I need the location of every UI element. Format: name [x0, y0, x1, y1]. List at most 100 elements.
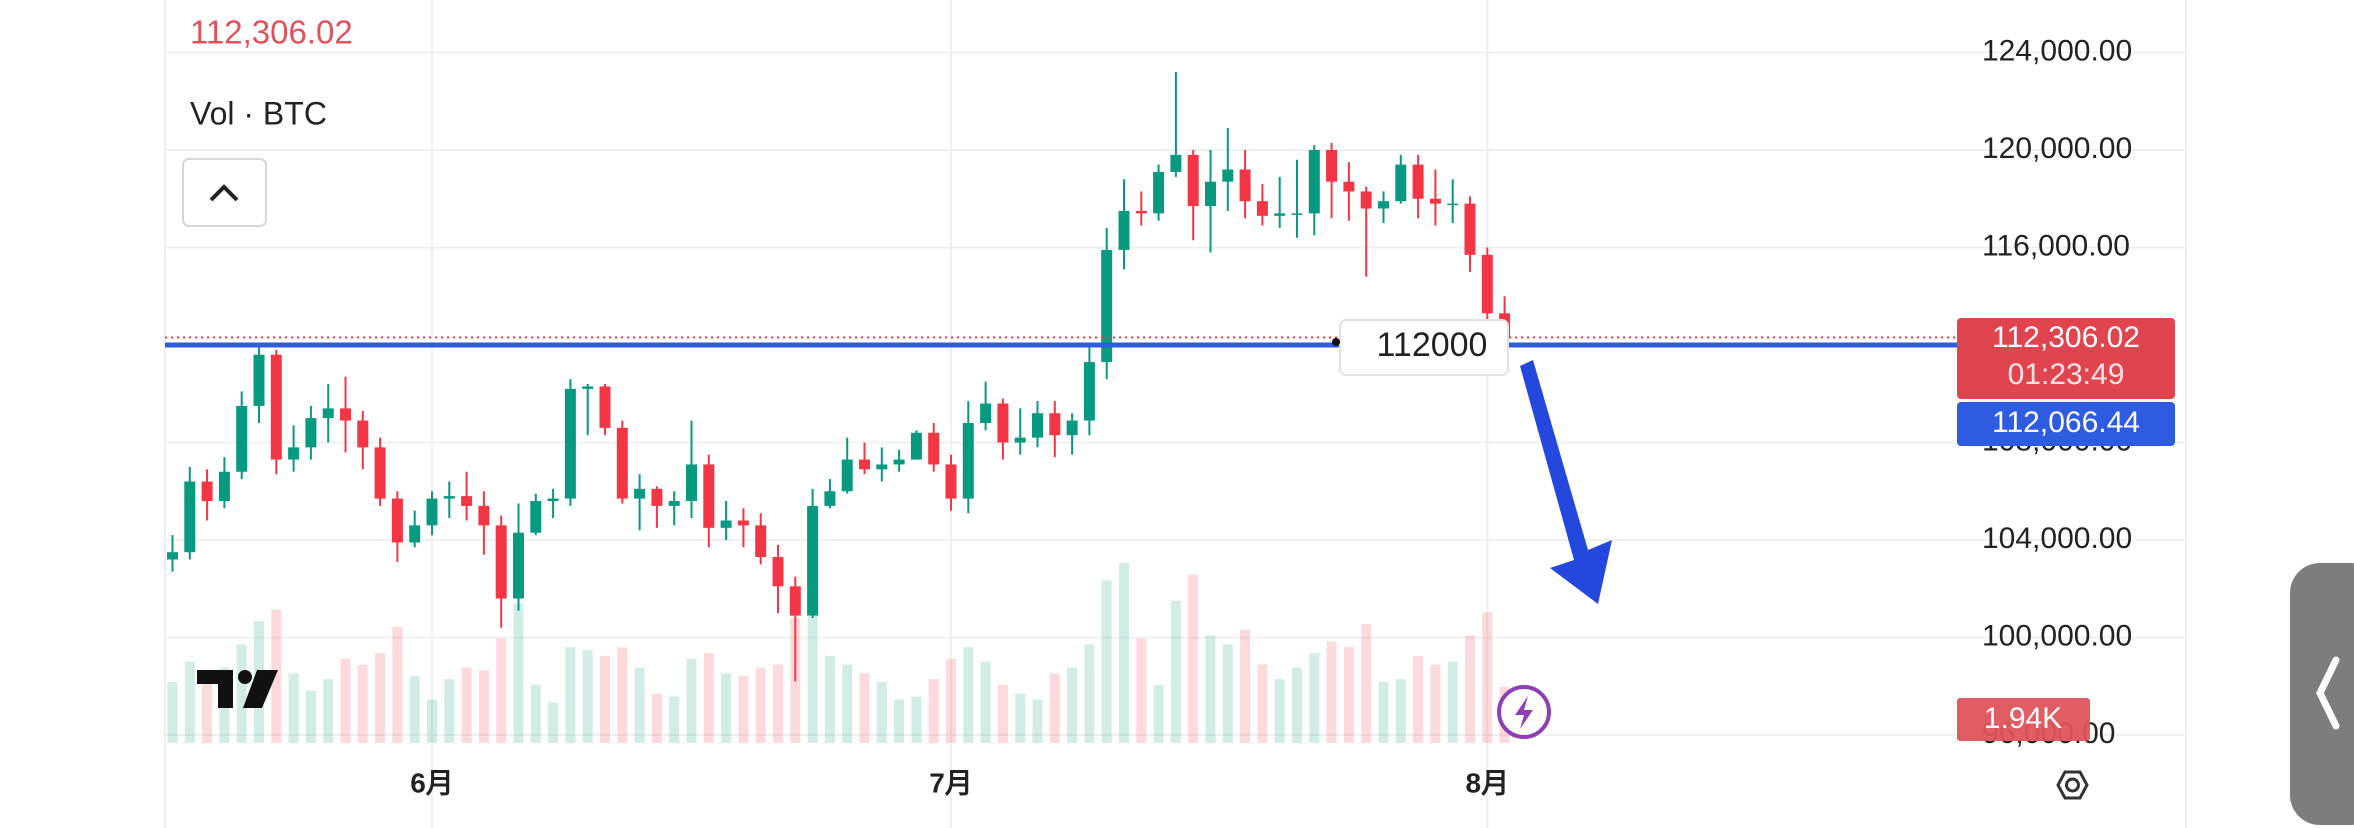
last-price-tag-label: 112,306.02: [1992, 321, 2140, 354]
volume-bar: [565, 647, 576, 743]
candle-body: [980, 403, 992, 424]
chevron-up-icon: [209, 184, 239, 202]
candle-body: [1378, 201, 1389, 209]
candle-body: [737, 520, 749, 526]
candle-body: [1014, 437, 1026, 443]
candle-body: [1222, 169, 1234, 182]
volume-bar: [807, 592, 818, 743]
volume-bar: [1205, 635, 1216, 743]
candle-body: [703, 464, 715, 528]
settings-button[interactable]: [2056, 770, 2089, 800]
overlay-layer: 96,000.00100,000.00104,000.00108,000.001…: [165, 34, 2175, 798]
volume-bar: [703, 653, 714, 743]
volume-bar: [1136, 638, 1147, 743]
volume-bar: [392, 626, 403, 743]
volume-bar: [1361, 623, 1372, 743]
candle-body: [461, 496, 473, 506]
volume-bar: [288, 673, 299, 743]
candle-body: [322, 408, 334, 419]
candle-body: [253, 354, 265, 406]
volume-bar: [530, 684, 541, 743]
logo-part: [197, 670, 233, 708]
candle-body: [1135, 210, 1147, 214]
volume-bar: [946, 658, 956, 743]
volume-bar: [617, 647, 628, 743]
volume-bar: [461, 667, 472, 743]
line-price-tag: [1957, 402, 2175, 446]
volume-bar: [1119, 563, 1129, 743]
volume-bar: [842, 664, 853, 743]
candle-body: [789, 586, 801, 616]
line-anchor-dot: [1332, 338, 1340, 347]
candle-body: [755, 525, 767, 558]
candle-body: [409, 525, 421, 543]
candle-body: [824, 491, 836, 506]
volume-bar: [1465, 635, 1475, 743]
candle-body: [1083, 362, 1095, 421]
volume-bar: [686, 658, 697, 743]
candle-body: [236, 405, 248, 472]
candle-body: [184, 481, 196, 553]
volume-bar: [1049, 673, 1060, 743]
side-panel-handle[interactable]: [2290, 563, 2354, 825]
candle-body: [1429, 198, 1441, 204]
candle-body: [841, 459, 853, 492]
candle-body: [564, 388, 576, 499]
volume-bar: [980, 661, 991, 743]
candle-body: [1205, 181, 1216, 207]
volume-tag: [1957, 698, 2090, 741]
candle-body: [1447, 203, 1459, 206]
countdown-label: 01:23:49: [2008, 358, 2125, 391]
candle-body: [1239, 169, 1251, 202]
hexagon-icon[interactable]: [2056, 770, 2089, 800]
volume-bar: [1482, 612, 1493, 743]
candle-body: [1170, 154, 1182, 172]
candle-body: [859, 459, 870, 470]
volume-bar: [963, 647, 974, 743]
arrow-annotation: [1520, 360, 1612, 604]
tradingview-logo: [197, 670, 278, 708]
volume-bar: [1326, 641, 1337, 743]
volume-bar: [651, 693, 662, 743]
button-box[interactable]: [182, 158, 267, 227]
candle-body: [1308, 150, 1320, 214]
collapse-button[interactable]: [182, 158, 267, 227]
volume-bar: [184, 661, 195, 743]
candle-body: [495, 525, 507, 599]
last-price-tag: [1957, 318, 2175, 399]
grid: [165, 0, 2186, 828]
candle-body: [651, 488, 663, 506]
candle-body: [807, 505, 819, 616]
candle-body: [1274, 213, 1286, 216]
candle-body: [1101, 249, 1113, 363]
candle-body: [1395, 164, 1407, 202]
volume-bar: [1153, 684, 1164, 743]
volume-bar: [1395, 679, 1406, 743]
candle-body: [478, 505, 490, 526]
volume-bar: [323, 679, 334, 743]
candle-body: [1049, 413, 1061, 436]
candle-body: [910, 432, 922, 460]
candle-body: [288, 447, 300, 460]
y-tick-label: 116,000.00: [1982, 229, 2130, 262]
volume-bar: [167, 682, 178, 743]
candle-body: [599, 386, 611, 428]
candle-body: [997, 403, 1009, 443]
logo-part: [243, 670, 278, 708]
volume-bar: [997, 684, 1008, 743]
lightning-icon: [1515, 696, 1533, 729]
volume-bar: [634, 667, 645, 743]
line-label: 112000: [1377, 326, 1488, 364]
volume-bar: [738, 676, 749, 743]
candle-body: [530, 501, 542, 533]
volume-bar: [427, 699, 437, 743]
snapshot-button[interactable]: [1497, 685, 1551, 739]
volume-bar: [894, 699, 905, 743]
volume-bar: [1309, 653, 1320, 743]
x-tick-label: 6月: [410, 767, 454, 798]
y-tick-label: 124,000.00: [1982, 34, 2132, 67]
candle-body: [1343, 181, 1355, 192]
candle-body: [1187, 154, 1199, 207]
volume-label: Vol · BTC: [190, 95, 327, 131]
